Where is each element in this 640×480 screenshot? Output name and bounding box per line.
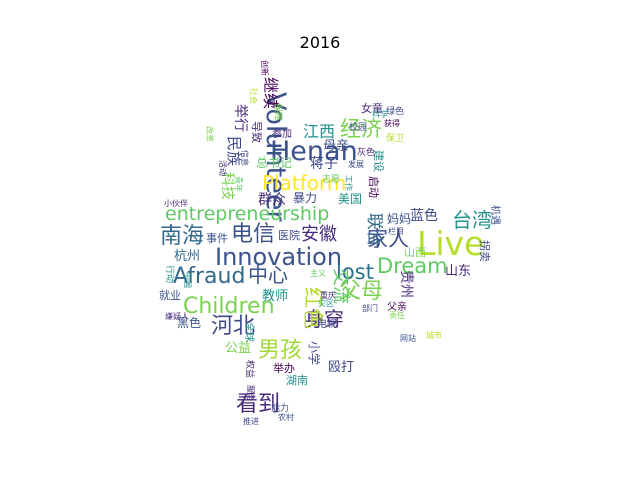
- cloud-word: 获得: [384, 119, 400, 128]
- cloud-word: 责任: [389, 311, 405, 320]
- cloud-word: 河北: [211, 314, 256, 339]
- cloud-word: 女童: [361, 102, 383, 115]
- cloud-word: 重庆: [320, 291, 336, 300]
- cloud-word: 暴力: [293, 191, 318, 205]
- cloud-word: 贵州: [398, 270, 414, 298]
- cloud-word: Innovation: [215, 243, 343, 271]
- cloud-word: 蓝色: [410, 208, 438, 224]
- cloud-word: 看到: [236, 392, 281, 417]
- cloud-word: 推进: [243, 417, 259, 426]
- cloud-word: 创新: [260, 60, 269, 76]
- cloud-word: entrepreneurship: [165, 203, 330, 225]
- cloud-word: 科技: [219, 172, 235, 200]
- cloud-word: 校园: [349, 123, 368, 133]
- cloud-word: 保卫: [386, 134, 405, 144]
- cloud-word: 全球: [243, 322, 254, 342]
- cloud-word: 城市: [426, 331, 442, 340]
- cloud-word: Platform: [262, 171, 347, 195]
- cloud-word: 网站: [400, 334, 416, 343]
- cloud-word: 杭州: [174, 249, 201, 264]
- cloud-word: 群众: [258, 192, 286, 208]
- cloud-word: 美国: [338, 192, 363, 206]
- cloud-word: 父亲: [387, 302, 407, 313]
- cloud-word: 妈妈: [387, 212, 412, 226]
- cloud-word: Live: [417, 224, 485, 263]
- cloud-word: 男孩: [258, 338, 303, 363]
- cloud-word: 机遇: [489, 205, 500, 225]
- cloud-word: 栏目: [388, 227, 404, 236]
- cloud-word: 总书记: [256, 156, 293, 170]
- cloud-word: 黑色: [177, 316, 202, 330]
- cloud-word: 举办: [273, 362, 295, 375]
- cloud-word: 母亲: [323, 139, 350, 154]
- cloud-word: 家人: [367, 227, 409, 251]
- cloud-word: 电信: [231, 222, 276, 247]
- figure-title: 2016: [299, 33, 341, 52]
- cloud-word: 教师: [262, 289, 289, 304]
- cloud-word: 科学: [372, 110, 388, 119]
- cloud-word: 小学: [307, 341, 321, 366]
- cloud-word: 保障: [272, 103, 282, 122]
- cloud-word: 联合: [364, 213, 384, 247]
- cloud-word: 服务: [246, 385, 255, 401]
- cloud-word: 医院: [278, 229, 300, 242]
- cloud-word: Dream: [377, 254, 448, 278]
- cloud-word: 山西: [404, 246, 426, 259]
- cloud-word: 绿色: [386, 107, 405, 117]
- cloud-word: 就业: [159, 289, 181, 302]
- cloud-word: 南海: [160, 224, 205, 249]
- cloud-word: 志愿: [322, 175, 341, 185]
- cloud-word: 活动: [218, 160, 227, 176]
- cloud-word: 安徽: [301, 224, 337, 245]
- cloud-word: 青年: [234, 176, 243, 192]
- cloud-word: 农村: [278, 413, 294, 422]
- cloud-word: 灰色: [357, 148, 376, 158]
- cloud-word: 湖南: [286, 374, 308, 387]
- cloud-word: 启动: [367, 176, 380, 198]
- cloud-word: 主义: [310, 269, 326, 278]
- cloud-word: 小伙伴: [164, 199, 188, 208]
- cloud-word: 中心: [248, 263, 288, 287]
- cloud-word: 山东: [445, 264, 472, 279]
- cloud-word: 举行: [232, 104, 248, 132]
- cloud-word: 社会: [249, 88, 258, 104]
- cloud-word: 殴打: [328, 360, 355, 375]
- cloud-word: 经济: [340, 117, 382, 141]
- cloud-word: Henan: [270, 136, 358, 167]
- cloud-word: 导致: [250, 121, 263, 143]
- cloud-word: 事件: [206, 232, 228, 245]
- cloud-word: 电视: [317, 319, 337, 330]
- cloud-word: 嫌疑人: [165, 312, 189, 321]
- cloud-word: 台湾: [452, 208, 492, 232]
- cloud-word: 父母: [339, 279, 384, 304]
- cloud-word: 民族: [225, 136, 243, 167]
- cloud-word: 工作: [344, 175, 353, 191]
- cloud-word: 蒋子: [310, 156, 338, 172]
- cloud-word: 发展: [348, 160, 364, 169]
- cloud-word: 权益: [244, 360, 254, 379]
- cloud-word: 灾区: [318, 299, 334, 308]
- cloud-word: 能力: [271, 404, 290, 414]
- cloud-word: 身穿: [304, 307, 344, 331]
- cloud-word: 行动: [164, 265, 174, 284]
- cloud-word: 公益: [225, 341, 252, 356]
- cloud-word: 拐卖: [478, 240, 491, 262]
- cloud-word: 江西: [303, 122, 336, 141]
- cloud-word: Children: [183, 294, 275, 319]
- cloud-word: 改革: [205, 126, 214, 142]
- cloud-word: 参加: [272, 129, 292, 140]
- cloud-word: Afraud: [173, 264, 246, 289]
- cloud-word: 部门: [362, 304, 378, 313]
- cloud-word: 中国: [183, 272, 192, 288]
- cloud-word: 信息: [240, 150, 249, 166]
- cloud-word: lost: [336, 260, 374, 284]
